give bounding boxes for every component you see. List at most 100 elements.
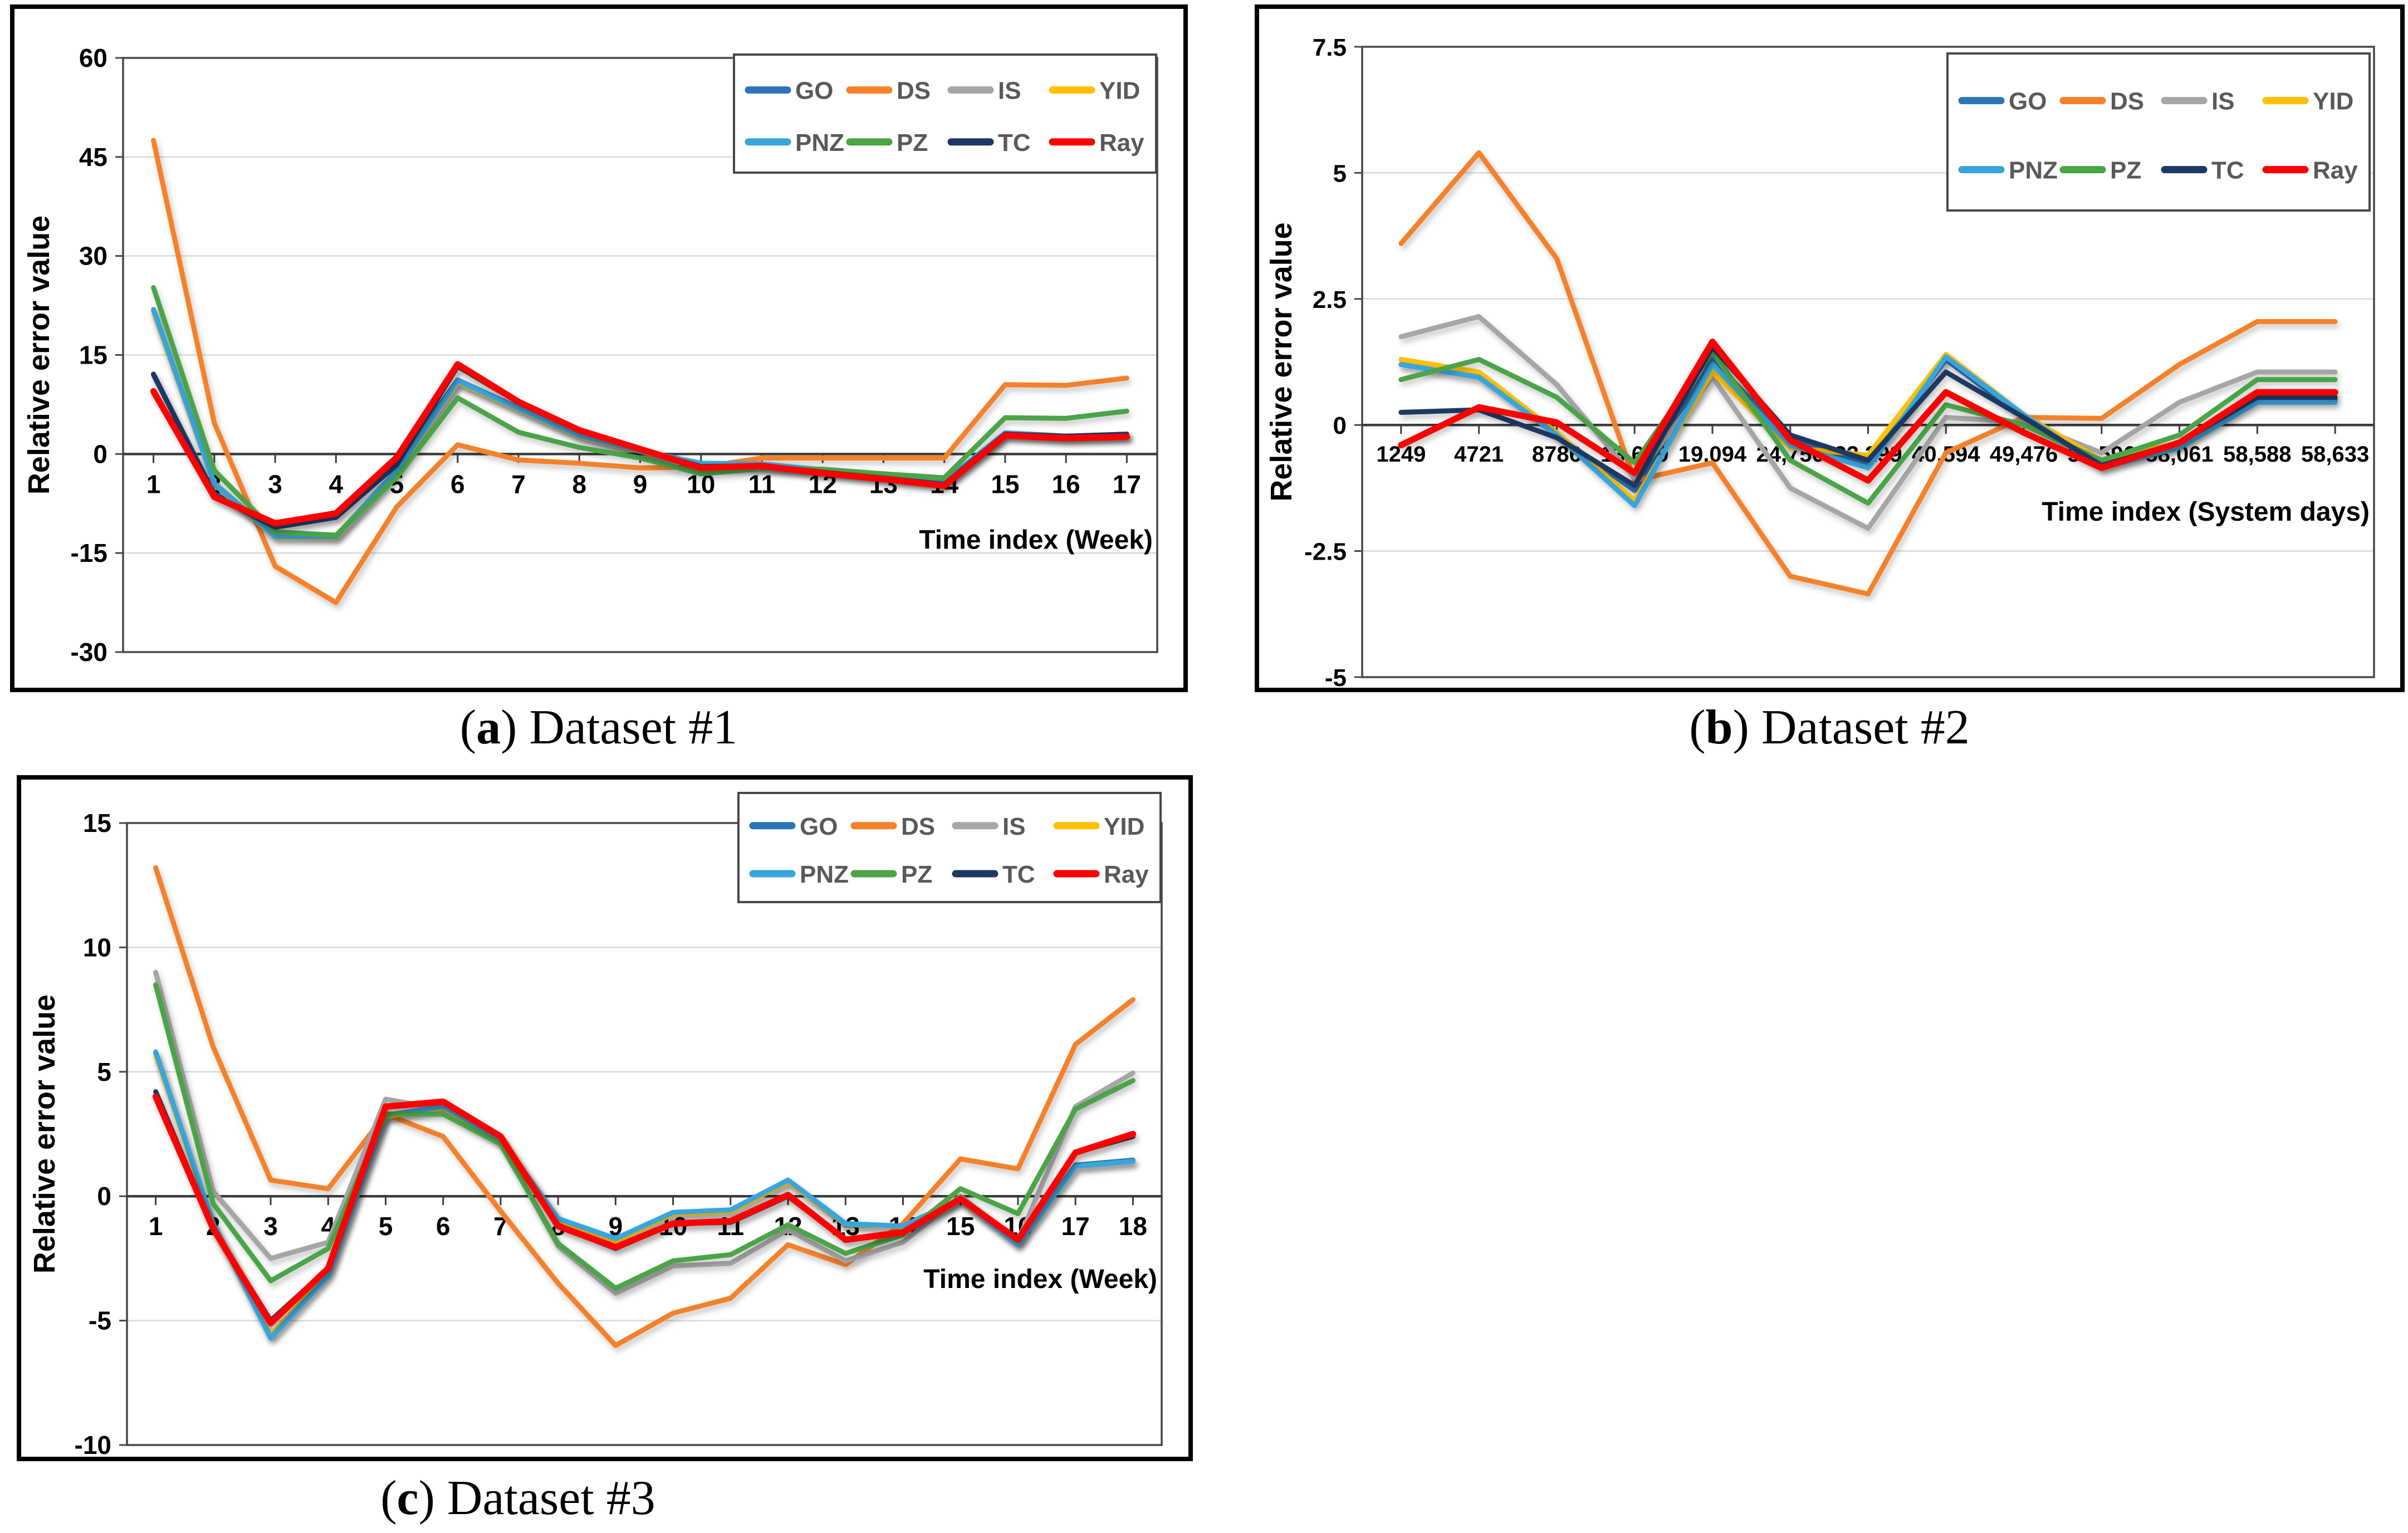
legend-label-YID: YID — [1104, 813, 1144, 840]
legend-label-IS: IS — [1002, 813, 1026, 840]
x-tick-label: 9 — [633, 469, 648, 498]
x-tick-label: 15 — [946, 1212, 975, 1241]
x-tick-label: 11 — [748, 469, 776, 498]
chart-panel-dataset-3: 15 10 5 0 -5 -10 1 2 3 4 5 6 7 8 9 10 11 12 13 14 15 16 17 18 Ti… — [17, 775, 1193, 1461]
legend-label-YID: YID — [1099, 77, 1140, 105]
legend-label-PZ: PZ — [901, 861, 932, 888]
x-tick-label: 58,633 — [2301, 442, 2369, 467]
legend-label-PNZ: PNZ — [2009, 157, 2058, 184]
legend-label-Ray: Ray — [2313, 157, 2358, 184]
legend-box — [737, 792, 1162, 903]
y-tick-label: -30 — [71, 638, 107, 667]
x-axis-title: Time index (Week) — [923, 1265, 1157, 1294]
legend: GO DS IS YID PNZ PZ TC Ray — [1946, 52, 2371, 212]
y-axis-title: Relative error value — [1265, 222, 1298, 501]
x-axis-title: Time index (System days) — [2042, 497, 2370, 527]
x-axis-title: Time index (Week) — [919, 525, 1153, 555]
caption-letter: c — [397, 1471, 419, 1525]
legend-label-IS: IS — [998, 77, 1021, 105]
legend-label-PZ: PZ — [2110, 157, 2141, 184]
x-tick-label: 58,588 — [2223, 442, 2291, 467]
series-line-YID — [151, 308, 1129, 540]
x-tick-label: 8 — [572, 469, 586, 498]
y-tick-label: 2.5 — [1313, 286, 1347, 314]
x-tick-label: 16 — [1052, 469, 1080, 498]
legend-label-PNZ: PNZ — [800, 861, 849, 888]
series-line-IS — [153, 969, 1136, 1296]
legend-box — [733, 53, 1157, 174]
y-tick-label: -5 — [1325, 664, 1347, 688]
legend-label-GO: GO — [795, 77, 833, 105]
caption-text: ) Dataset #1 — [501, 701, 738, 755]
caption-open: ( — [380, 1471, 397, 1525]
x-tick-label: 6 — [436, 1212, 451, 1241]
y-tick-label: 5 — [97, 1057, 111, 1086]
series-line-PZ — [1398, 349, 2338, 506]
series-line-PNZ — [151, 307, 1129, 540]
y-tick-label: 60 — [79, 43, 107, 72]
caption-letter: b — [1705, 701, 1733, 755]
series-line-DS — [151, 138, 1129, 605]
legend-label-PZ: PZ — [897, 129, 928, 156]
x-tick-label: 17 — [1061, 1212, 1090, 1241]
legend-label-Ray: Ray — [1099, 129, 1144, 156]
x-tick-label: 17 — [1113, 469, 1141, 498]
y-tick-label: -2.5 — [1304, 538, 1347, 566]
series-line-DS — [153, 865, 1136, 1348]
caption-dataset-2: (b) Dataset #2 — [1495, 699, 2164, 756]
legend-label-TC: TC — [2211, 157, 2244, 184]
legend-label-DS: DS — [901, 813, 935, 840]
y-tick-label: 15 — [83, 809, 111, 837]
series-line-Ray — [152, 1093, 1137, 1326]
caption-text: ) Dataset #2 — [1732, 701, 1970, 755]
y-tick-label: 0 — [1333, 412, 1347, 439]
x-tick-label: 1 — [146, 469, 161, 498]
y-tick-label: 0 — [97, 1182, 111, 1211]
y-tick-label: 0 — [93, 439, 107, 468]
series-line-DS — [1398, 150, 2338, 597]
x-tick-label: 6 — [451, 469, 465, 498]
legend: GO DS IS YID PNZ PZ TC Ray — [733, 53, 1157, 174]
y-tick-label: 45 — [79, 143, 107, 172]
x-tick-label: 1 — [149, 1212, 163, 1241]
caption-letter: a — [476, 701, 501, 755]
legend-label-GO: GO — [800, 813, 838, 840]
series-line-PZ — [151, 285, 1129, 538]
caption-dataset-3: (c) Dataset #3 — [184, 1470, 852, 1526]
y-tick-label: -5 — [89, 1306, 111, 1335]
legend: GO DS IS YID PNZ PZ TC Ray — [737, 792, 1162, 903]
legend-label-PNZ: PNZ — [795, 129, 844, 156]
series-line-Ray — [1398, 339, 2338, 484]
plot-frame — [1361, 46, 2375, 678]
series-line-Ray — [150, 361, 1130, 527]
legend-label-GO: GO — [2009, 88, 2047, 115]
plot-frame — [126, 822, 1163, 1446]
caption-text: ) Dataset #3 — [418, 1471, 655, 1525]
caption-dataset-1: (a) Dataset #1 — [265, 699, 933, 756]
caption-open: ( — [1689, 701, 1706, 755]
series-line-IS — [1398, 314, 2338, 531]
chart-panel-dataset-1: 60 45 30 15 0 -15 -30 1 2 3 4 5 6 7 8 9 10 11 12 13 14 15 16 17… — [10, 4, 1188, 692]
x-tick-label: 3 — [263, 1212, 278, 1241]
y-tick-label: 10 — [83, 933, 111, 962]
y-tick-label: 7.5 — [1313, 34, 1347, 61]
y-tick-label: -15 — [71, 538, 107, 567]
x-tick-label: 5 — [379, 1212, 393, 1241]
legend-label-Ray: Ray — [1104, 861, 1149, 888]
y-axis-title: Relative error value — [28, 995, 61, 1274]
series-line-PZ — [153, 982, 1136, 1291]
y-tick-label: 15 — [79, 341, 107, 370]
y-tick-label: 5 — [1333, 160, 1347, 187]
series-line-IS — [151, 307, 1129, 538]
x-tick-label: 15 — [991, 469, 1019, 498]
caption-open: ( — [459, 701, 477, 755]
legend-label-YID: YID — [2313, 88, 2353, 115]
x-tick-label: 7 — [511, 469, 526, 498]
y-axis-title: Relative error value — [22, 215, 56, 494]
legend-label-DS: DS — [897, 77, 931, 105]
x-tick-label: 4721 — [1454, 442, 1504, 467]
